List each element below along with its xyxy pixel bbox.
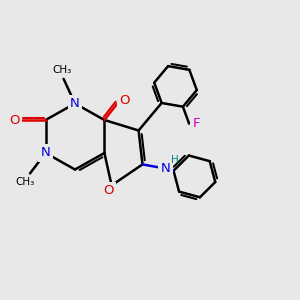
Text: F: F	[193, 117, 200, 130]
Text: H: H	[171, 155, 178, 165]
Text: CH₃: CH₃	[52, 65, 72, 75]
Text: N: N	[161, 162, 170, 175]
Text: N: N	[70, 97, 80, 110]
Text: O: O	[103, 184, 113, 197]
Text: N: N	[41, 146, 50, 160]
Text: O: O	[120, 94, 130, 106]
Text: CH₃: CH₃	[15, 177, 34, 188]
Text: O: O	[9, 113, 20, 127]
